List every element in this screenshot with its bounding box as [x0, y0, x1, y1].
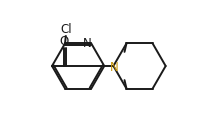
Text: Cl: Cl — [61, 23, 72, 36]
Text: O: O — [60, 35, 69, 48]
Text: N: N — [83, 37, 91, 50]
Text: N: N — [110, 61, 119, 74]
